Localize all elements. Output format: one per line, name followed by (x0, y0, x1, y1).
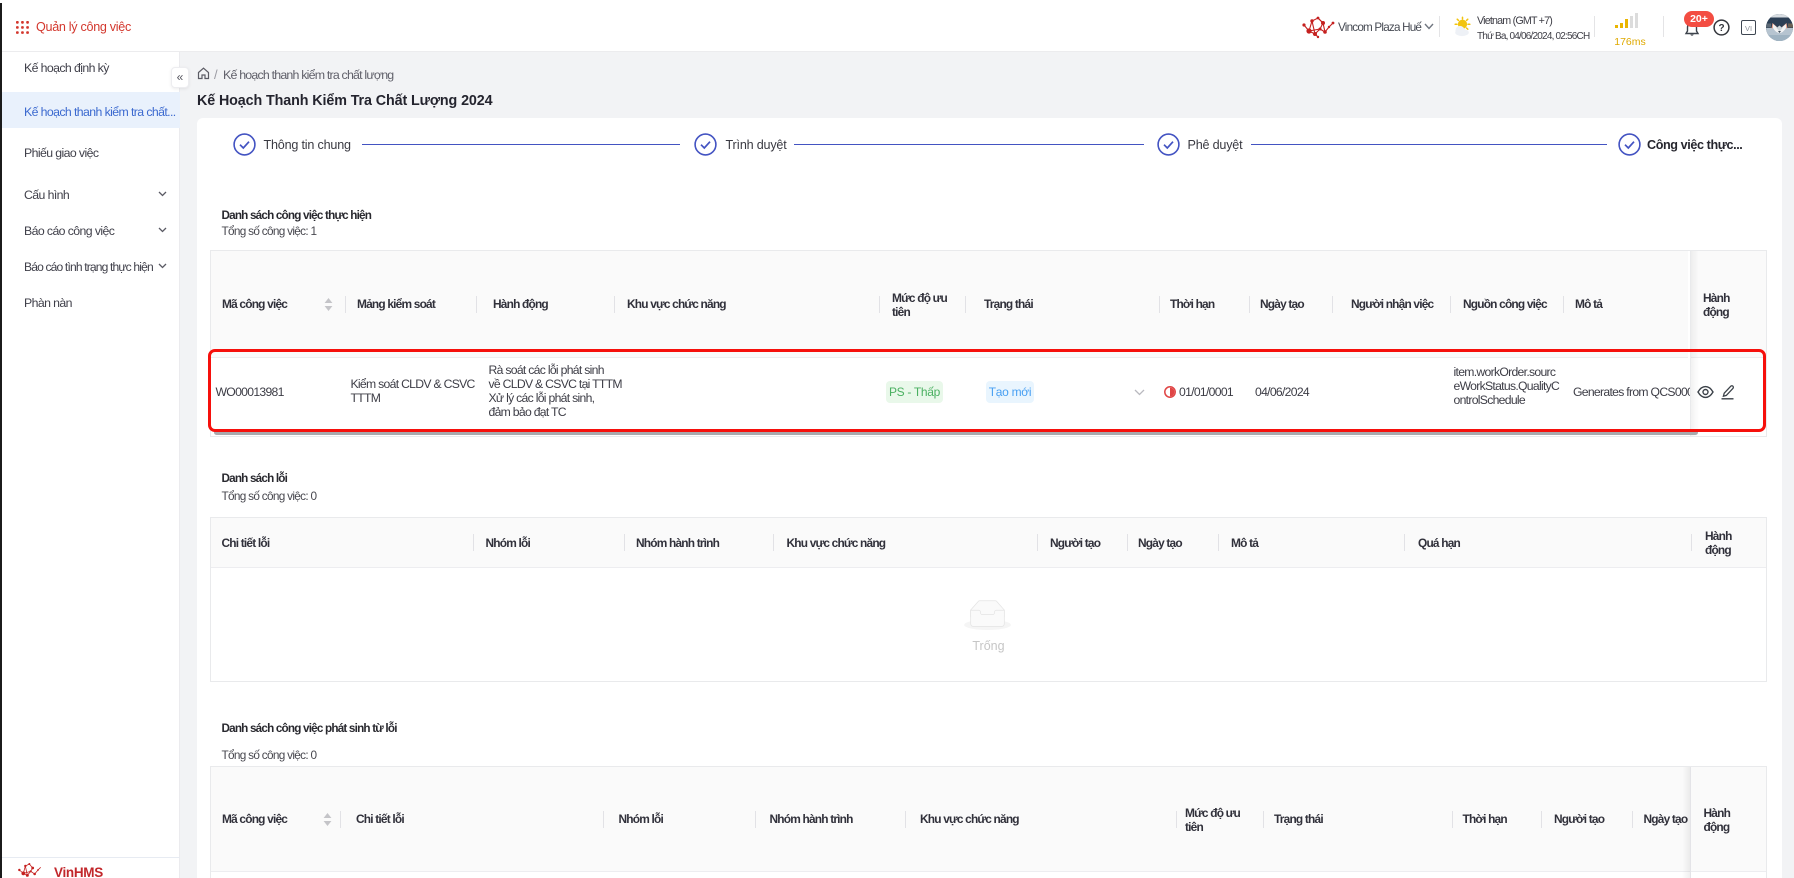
svg-text:?: ? (1718, 23, 1724, 34)
